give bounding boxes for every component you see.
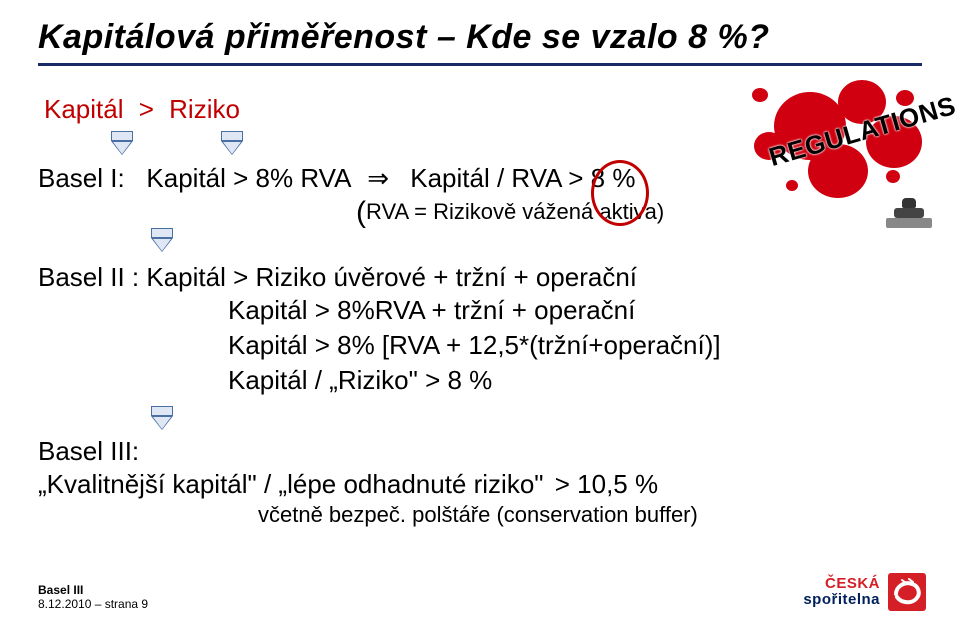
arrow-row-1 — [38, 131, 922, 159]
footer: Basel III 8.12.2010 – strana 9 — [38, 583, 148, 611]
arrow-down-icon — [110, 131, 134, 157]
logo-top: ČESKÁ — [803, 576, 880, 592]
basel2-line2: Kapitál > 8% [RVA + 12,5*(tržní+operační… — [228, 328, 922, 363]
rva-note-text: RVA = Rizikově vážená aktiva) — [366, 199, 664, 224]
slide: Kapitálová přiměřenost – Kde se vzalo 8 … — [0, 0, 960, 627]
title-rule: Kapitálová přiměřenost – Kde se vzalo 8 … — [38, 18, 922, 66]
arrow-down-icon — [220, 131, 244, 157]
footer-line2: 8.12.2010 – strana 9 — [38, 597, 148, 611]
basel3-main-right: > 10,5 % — [555, 469, 658, 499]
basel1-rhs: Kapitál / RVA > 8 % — [410, 163, 635, 193]
stamp-icon — [886, 206, 932, 228]
arrow-row-2 — [38, 228, 922, 256]
basel3-sub: včetně bezpeč. polštáře (conservation bu… — [258, 502, 922, 528]
basel2-line3: Kapitál / „Riziko" > 8 % — [228, 363, 922, 398]
logo-bottom: spořitelna — [803, 592, 880, 608]
footer-line1: Basel III — [38, 583, 148, 597]
basel3-main-left: „Kvalitnější kapitál" / „lépe odhadnuté … — [38, 469, 544, 499]
logo: ČESKÁ spořitelna — [803, 573, 926, 611]
basel3-block: Basel III: „Kvalitnější kapitál" / „lépe… — [38, 436, 922, 528]
basel1-lhs: Kapitál > 8% RVA — [146, 163, 350, 193]
implies-icon: ⇒ — [367, 163, 389, 193]
arrow-row-3 — [38, 406, 922, 434]
inequality-line: Kapitál > Riziko — [44, 94, 922, 125]
basel1-line: Basel I: Kapitál > 8% RVA ⇒ Kapitál / RV… — [38, 163, 922, 194]
basel3-heading: Basel III: — [38, 436, 922, 467]
arrow-down-icon — [150, 228, 174, 254]
logo-mark-icon — [888, 573, 926, 611]
ineq-right: Riziko — [169, 94, 240, 124]
ineq-left: Kapitál — [44, 94, 124, 124]
slide-title: Kapitálová přiměřenost – Kde se vzalo 8 … — [38, 18, 922, 57]
rva-note: (RVA = Rizikově vážená aktiva) — [356, 196, 922, 230]
basel2-block: Basel II : Kapitál > Riziko úvěrové + tr… — [38, 262, 922, 398]
rva-note-paren: ( — [356, 196, 366, 229]
basel3-main: „Kvalitnější kapitál" / „lépe odhadnuté … — [38, 469, 922, 500]
basel2-line1: Kapitál > 8%RVA + tržní + operační — [228, 293, 922, 328]
basel1-prefix: Basel I: — [38, 163, 125, 193]
ineq-gt: > — [139, 94, 154, 124]
logo-text: ČESKÁ spořitelna — [803, 576, 880, 608]
arrow-down-icon — [150, 406, 174, 432]
basel2-heading: Basel II : Kapitál > Riziko úvěrové + tr… — [38, 262, 922, 293]
